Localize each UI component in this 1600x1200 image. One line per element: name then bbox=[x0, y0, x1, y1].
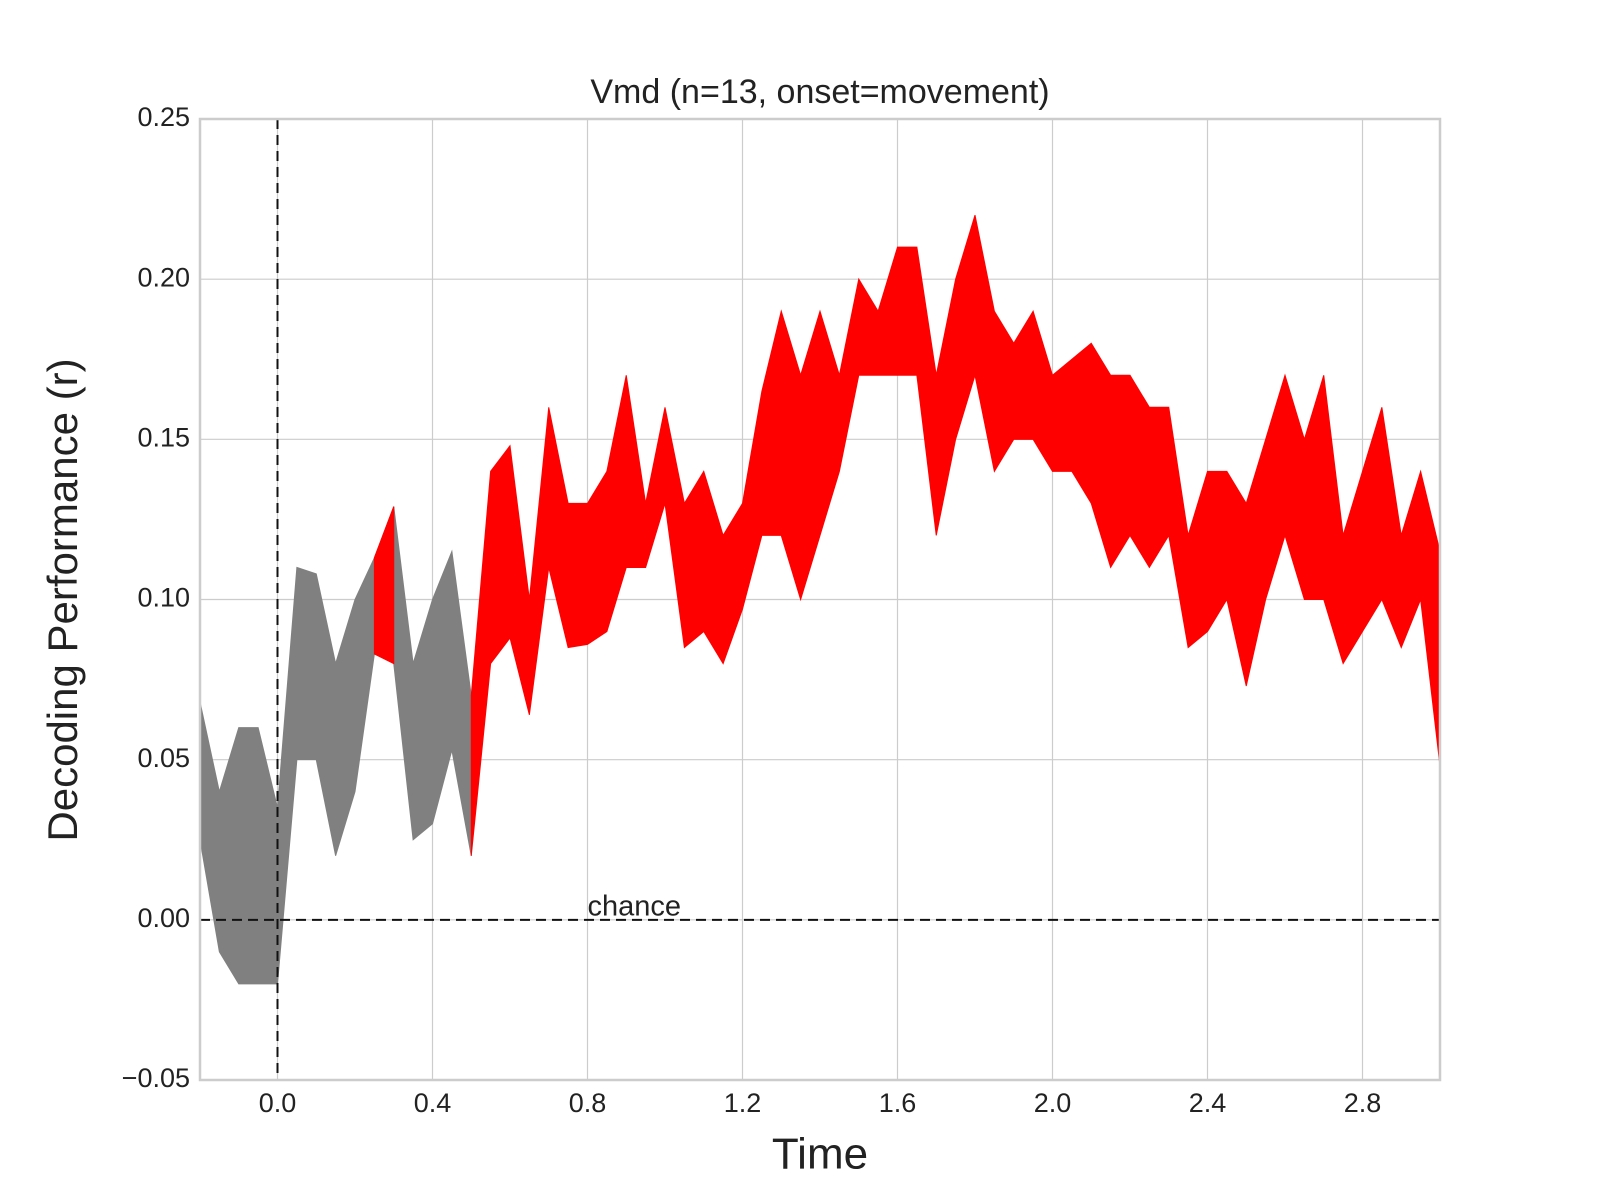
chart-title: Vmd (n=13, onset=movement) bbox=[590, 73, 1049, 111]
band-area bbox=[373, 506, 395, 665]
chance-annotation: chance bbox=[588, 890, 682, 922]
plot-frame bbox=[198, 117, 1442, 1082]
y-tick-label: 0.25 bbox=[137, 102, 190, 132]
y-tick-label: 0.15 bbox=[137, 422, 190, 452]
band-area bbox=[199, 506, 472, 985]
x-tick-label: 0.4 bbox=[414, 1088, 452, 1118]
x-axis-label: Time bbox=[772, 1130, 868, 1179]
x-tick-label: 1.2 bbox=[724, 1088, 762, 1118]
x-tick-label: 0.0 bbox=[259, 1088, 297, 1118]
x-tick-label: 0.8 bbox=[569, 1088, 607, 1118]
x-tick-label: 2.0 bbox=[1034, 1088, 1072, 1118]
x-tick-label: 2.8 bbox=[1344, 1088, 1382, 1118]
y-tick-label: 0.20 bbox=[137, 262, 190, 292]
y-axis-label: Decoding Performance (r) bbox=[39, 358, 86, 841]
x-tick-label: 1.6 bbox=[879, 1088, 917, 1118]
x-tick-label: 2.4 bbox=[1189, 1088, 1227, 1118]
y-tick-label: 0.00 bbox=[137, 903, 190, 933]
y-tick-label: 0.05 bbox=[137, 743, 190, 773]
y-tick-label: −0.05 bbox=[122, 1063, 190, 1093]
y-tick-label: 0.10 bbox=[137, 583, 190, 613]
